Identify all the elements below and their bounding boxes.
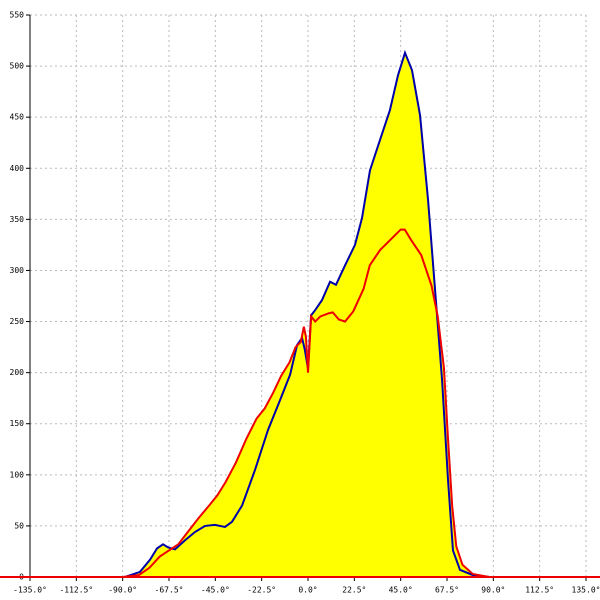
x-tick-label: 67.5°	[435, 586, 459, 595]
x-tick-label: 45.0°	[389, 586, 413, 595]
y-tick-label: 500	[10, 62, 25, 71]
x-tick-label: 135.0°	[572, 586, 600, 595]
x-tick-label: 22.5°	[342, 586, 366, 595]
y-tick-label: 250	[10, 317, 25, 326]
x-tick-label: -112.5°	[59, 586, 93, 595]
y-tick-label: 100	[10, 470, 25, 479]
x-tick-label: -22.5°	[247, 586, 276, 595]
x-tick-label: -45.0°	[201, 586, 230, 595]
y-tick-label: 400	[10, 164, 25, 173]
y-tick-label: 350	[10, 215, 25, 224]
y-tick-label: 200	[10, 368, 25, 377]
x-tick-label: -67.5°	[155, 586, 184, 595]
x-tick-label: 112.5°	[525, 586, 554, 595]
y-tick-label: 150	[10, 419, 25, 428]
y-tick-label: 550	[10, 11, 25, 20]
y-tick-label: 300	[10, 266, 25, 275]
line	[122, 228, 490, 578]
x-tick-label: -135.0°	[13, 586, 47, 595]
area	[122, 229, 490, 577]
x-tick-label: 0.0°	[298, 586, 317, 595]
x-tick-label: -90.0°	[108, 586, 137, 595]
y-tick-label: 50	[14, 521, 24, 530]
x-tick-label: 90.0°	[481, 586, 505, 595]
y-tick-label: 450	[10, 113, 25, 122]
